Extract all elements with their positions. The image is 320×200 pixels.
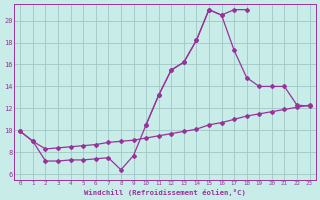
X-axis label: Windchill (Refroidissement éolien,°C): Windchill (Refroidissement éolien,°C) — [84, 189, 246, 196]
